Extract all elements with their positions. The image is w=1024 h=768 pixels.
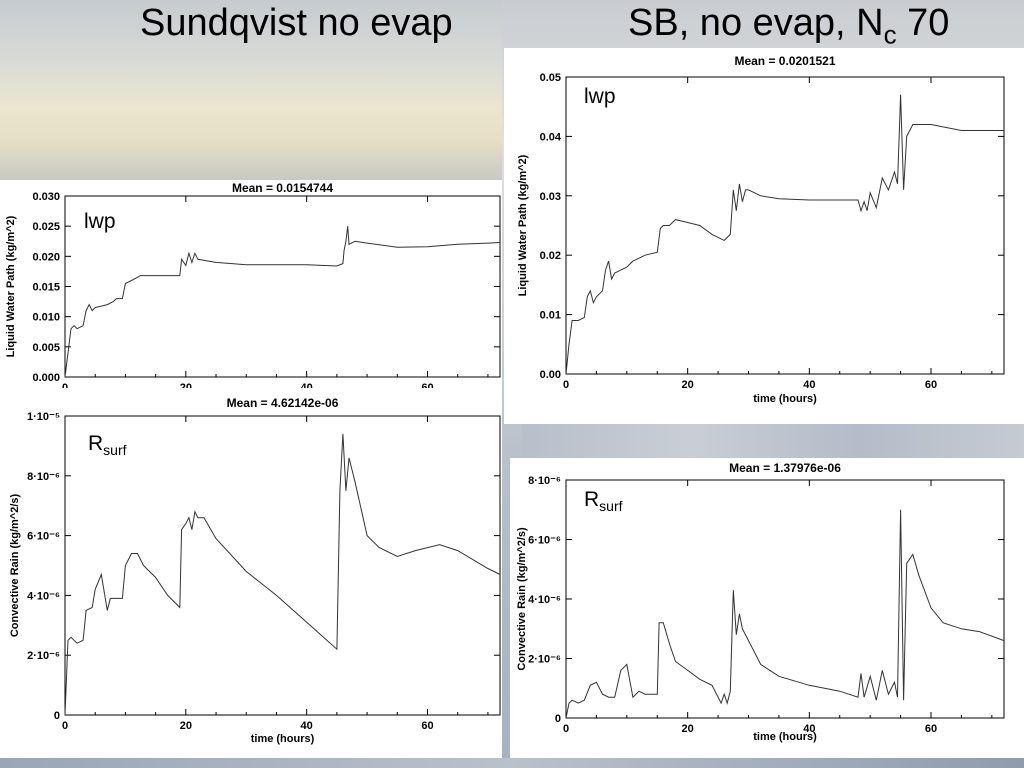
x-tick-label: 60 (421, 720, 433, 732)
series-line (64, 433, 501, 716)
chart-rain-sb: Mean = 1.37976e-06 0 2·10⁻⁶ 4·10⁻⁶ 6·10⁻⁶ 8·1… (516, 461, 1005, 743)
chart-mean-title: Mean = 1.37976e-06 (729, 461, 841, 475)
chart-panel-top-right: Mean = 0.0201521 0.00 0.01 0.02 0.03 0.04 0.05… (504, 48, 1024, 424)
plot-frame (565, 76, 1005, 375)
plot-frame (565, 479, 1005, 719)
x-axis-label: time (hours) (753, 731, 817, 743)
x-axis-label: time (hours) (251, 733, 315, 745)
y-axis-label: Convective Rain (kg/m^2/s) (9, 493, 21, 637)
y-tick-label: 0.02 (540, 250, 561, 262)
chart-panel-bottom-left: Mean = 4.62142e-06 0 2·10⁻⁶ 4·10⁻⁶ 6·10⁻⁶ 8·1… (0, 388, 502, 758)
x-tick-label: 60 (925, 379, 937, 391)
y-tick-label: 2·10⁻⁶ (528, 654, 561, 666)
x-tick-label: 20 (180, 720, 192, 732)
x-axis-label: time (hours) (753, 393, 817, 405)
y-tick-label: 0.05 (540, 72, 561, 84)
plot-frame (64, 195, 501, 378)
x-tick-label: 20 (682, 379, 694, 391)
y-tick-label: 0.030 (32, 191, 60, 203)
series-line (565, 509, 1005, 719)
x-tick-label: 40 (803, 379, 815, 391)
y-tick-label: 0.020 (32, 251, 60, 263)
title-right: SB, no evap, Nc 70 (628, 2, 950, 50)
title-left: Sundqvist no evap (140, 2, 453, 44)
y-tick-label: 4·10⁻⁶ (27, 590, 60, 602)
y-tick-label: 0.025 (32, 221, 60, 233)
series-line (64, 226, 501, 378)
series-annotation: Rsurf (88, 432, 127, 458)
x-tick-label: 0 (563, 723, 569, 735)
y-tick-label: 0.015 (32, 282, 60, 294)
chart-rain-sundqvist: Mean = 4.62142e-06 0 2·10⁻⁶ 4·10⁻⁶ 6·10⁻⁶ 8·1… (9, 396, 501, 745)
x-tick-label: 40 (803, 723, 815, 735)
y-tick-label: 4·10⁻⁶ (528, 594, 561, 606)
y-tick-label: 0.04 (540, 131, 562, 143)
x-tick-label: 20 (682, 723, 694, 735)
y-tick-label: 0.00 (540, 369, 561, 381)
chart-panel-bottom-right: Mean = 1.37976e-06 0 2·10⁻⁶ 4·10⁻⁶ 6·10⁻⁶ 8·1… (510, 458, 1024, 758)
y-tick-label: 1·10⁻⁵ (27, 411, 60, 423)
x-tick-label: 0 (563, 379, 569, 391)
y-tick-label: 0 (54, 710, 60, 722)
y-tick-label: 6·10⁻⁶ (27, 531, 60, 543)
series-line (565, 94, 1004, 375)
plot-frame (64, 415, 501, 716)
x-tick-label: 40 (301, 720, 313, 732)
y-axis-label: Convective Rain (kg/m^2/s) (516, 527, 528, 671)
y-tick-label: 0.000 (32, 372, 60, 384)
series-annotation: lwp (584, 85, 616, 108)
chart-lwp-sb: Mean = 0.0201521 0.00 0.01 0.02 0.03 0.04 0.05… (517, 54, 1005, 405)
y-tick-label: 2·10⁻⁶ (27, 650, 60, 662)
series-annotation: Rsurf (584, 488, 623, 514)
chart-mean-title: Mean = 0.0201521 (734, 54, 835, 68)
background-sky-band (522, 424, 1024, 458)
background-sky-left (0, 0, 502, 180)
background-sky-bottom (0, 758, 1024, 768)
chart-lwp-sundqvist: Mean = 0.0154744 0.000 0.005 0.010 0.015 0.02… (5, 181, 501, 394)
chart-mean-title: Mean = 4.62142e-06 (227, 396, 339, 410)
y-tick-label: 0.005 (32, 342, 60, 354)
y-tick-label: 0 (555, 713, 561, 725)
y-tick-label: 8·10⁻⁶ (27, 471, 60, 483)
y-tick-label: 0.01 (540, 310, 561, 322)
x-tick-label: 60 (925, 723, 937, 735)
chart-panel-top-left: Mean = 0.0154744 0.000 0.005 0.010 0.015 0.02… (0, 180, 502, 394)
x-tick-label: 0 (62, 720, 68, 732)
y-axis-label: Liquid Water Path (kg/m^2) (517, 154, 529, 296)
y-axis-label: Liquid Water Path (kg/m^2) (5, 215, 17, 357)
y-tick-label: 0.03 (540, 191, 561, 203)
y-tick-label: 6·10⁻⁶ (528, 535, 561, 547)
series-annotation: lwp (84, 210, 116, 233)
y-tick-label: 0.010 (32, 312, 60, 324)
chart-mean-title: Mean = 0.0154744 (232, 181, 333, 195)
y-tick-label: 8·10⁻⁶ (528, 475, 561, 487)
